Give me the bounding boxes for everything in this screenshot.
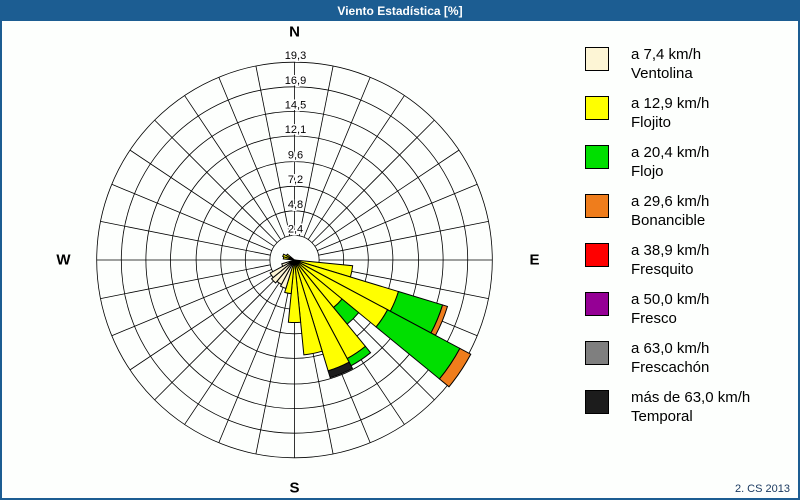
grid-spoke — [255, 65, 291, 236]
wind-sector-segment — [287, 259, 302, 324]
wind-sector-segment — [438, 347, 472, 388]
legend-swatch-bonancible — [585, 194, 609, 218]
grid-spoke — [100, 221, 271, 256]
radial-axis-label: 19,3 — [285, 50, 306, 62]
legend-item: a 12,9 km/h Flojito — [585, 94, 790, 133]
legend-label: a 38,9 km/h Fresquito — [631, 241, 709, 279]
legend-swatch-ventolina — [585, 47, 609, 71]
compass-label-e: E — [529, 252, 539, 269]
legend-swatch-frescachón — [585, 341, 609, 365]
legend-label: a 63,0 km/h Frescachón — [631, 339, 709, 377]
compass-label-s: S — [289, 480, 299, 497]
wind-sector-segment — [285, 253, 295, 261]
radial-axis-label: 9,6 — [288, 150, 303, 162]
legend-label: a 7,4 km/h Ventolina — [631, 45, 701, 83]
legend-item: a 63,0 km/h Frescachón — [585, 339, 790, 378]
wind-sector-segment — [281, 259, 295, 267]
grid-spoke — [307, 95, 405, 240]
radial-axis-label: 16,9 — [285, 75, 306, 87]
legend-item: a 7,4 km/h Ventolina — [585, 45, 790, 84]
grid-spoke — [318, 221, 489, 256]
legend-speed-label: a 7,4 km/h — [631, 46, 702, 63]
window-title: Viento Estadística [%] — [337, 4, 463, 18]
footer-credit: 2. CS 2013 — [734, 483, 790, 495]
legend-swatch-temporal — [585, 390, 609, 414]
grid-spoke — [184, 280, 282, 425]
legend-speed-label: a 50,0 km/h — [631, 291, 710, 308]
grid-spoke — [111, 269, 272, 337]
legend-label: a 20,4 km/h Flojo — [631, 143, 709, 181]
legend-bin-name: Flojo — [631, 163, 664, 180]
legend-speed-label: más de 63,0 km/h — [631, 389, 751, 406]
legend-label: a 29,6 km/h Bonancible — [631, 192, 709, 230]
legend-swatch-flojo — [585, 145, 609, 169]
legend-item: a 20,4 km/h Flojo — [585, 143, 790, 182]
legend-speed-label: a 63,0 km/h — [631, 340, 710, 357]
wind-sector-segment — [294, 259, 323, 356]
legend-bin-name: Frescachón — [631, 359, 710, 376]
grid-spoke — [314, 149, 460, 247]
legend-speed-label: a 38,9 km/h — [631, 242, 710, 259]
grid-spoke — [218, 77, 286, 238]
legend-speed-label: a 29,6 km/h — [631, 193, 710, 210]
grid-spoke — [303, 77, 371, 238]
radial-axis-label: 4,8 — [288, 199, 303, 211]
grid-spoke — [154, 119, 278, 243]
legend-swatch-flojito — [585, 96, 609, 120]
wind-sector-segment — [269, 259, 295, 279]
grid-spoke — [111, 183, 272, 251]
grid-spoke — [298, 65, 334, 236]
grid-spoke — [184, 95, 282, 240]
radial-axis-label: 7,2 — [288, 174, 303, 186]
compass-label-w: W — [56, 252, 71, 269]
legend-swatch-fresquito — [585, 243, 609, 267]
radial-axis-label: 12,1 — [285, 124, 306, 136]
grid-spoke — [317, 183, 478, 251]
legend-bin-name: Ventolina — [631, 65, 693, 82]
legend-item: más de 63,0 km/h Temporal — [585, 388, 790, 427]
legend-bin-name: Flojito — [631, 114, 672, 131]
legend-speed-label: a 12,9 km/h — [631, 95, 710, 112]
legend-bin-name: Fresco — [631, 310, 677, 327]
legend-speed-label: a 20,4 km/h — [631, 144, 710, 161]
grid-spoke — [311, 119, 435, 243]
compass-label-n: N — [289, 24, 300, 41]
content-area: 2,4 4,8 7,2 9,6 12,1 14,5 16,9 19,3 N S W E a 7,4 k… — [2, 21, 798, 498]
grid-spoke — [255, 284, 291, 455]
legend-item: a 38,9 km/h Fresquito — [585, 241, 790, 280]
legend-label: a 50,0 km/h Fresco — [631, 290, 709, 328]
grid-spoke — [218, 282, 286, 443]
legend-bin-name: Temporal — [631, 408, 693, 425]
title-bar: Viento Estadística [%] — [2, 2, 798, 21]
grid-spoke — [154, 277, 278, 401]
legend-label: a 12,9 km/h Flojito — [631, 94, 709, 132]
legend-label: más de 63,0 km/h Temporal — [631, 388, 750, 426]
radial-axis-label: 14,5 — [285, 99, 306, 111]
grid-spoke — [100, 264, 271, 299]
wind-sector-segment — [270, 259, 295, 284]
grid-spoke — [129, 273, 275, 371]
wind-sector-segment — [327, 361, 354, 379]
legend-bin-name: Bonancible — [631, 212, 706, 229]
legend-swatch-fresco — [585, 292, 609, 316]
grid-spoke — [129, 149, 275, 247]
legend-item: a 50,0 km/h Fresco — [585, 290, 790, 329]
legend: a 7,4 km/h Ventolina a 12,9 km/h Flojito a 2… — [585, 45, 790, 437]
legend-item: a 29,6 km/h Bonancible — [585, 192, 790, 231]
wind-rose-chart: 2,4 4,8 7,2 9,6 12,1 14,5 16,9 19,3 N S W E — [56, 24, 539, 497]
radial-axis-label: 2,4 — [288, 223, 303, 235]
legend-bin-name: Fresquito — [631, 261, 694, 278]
